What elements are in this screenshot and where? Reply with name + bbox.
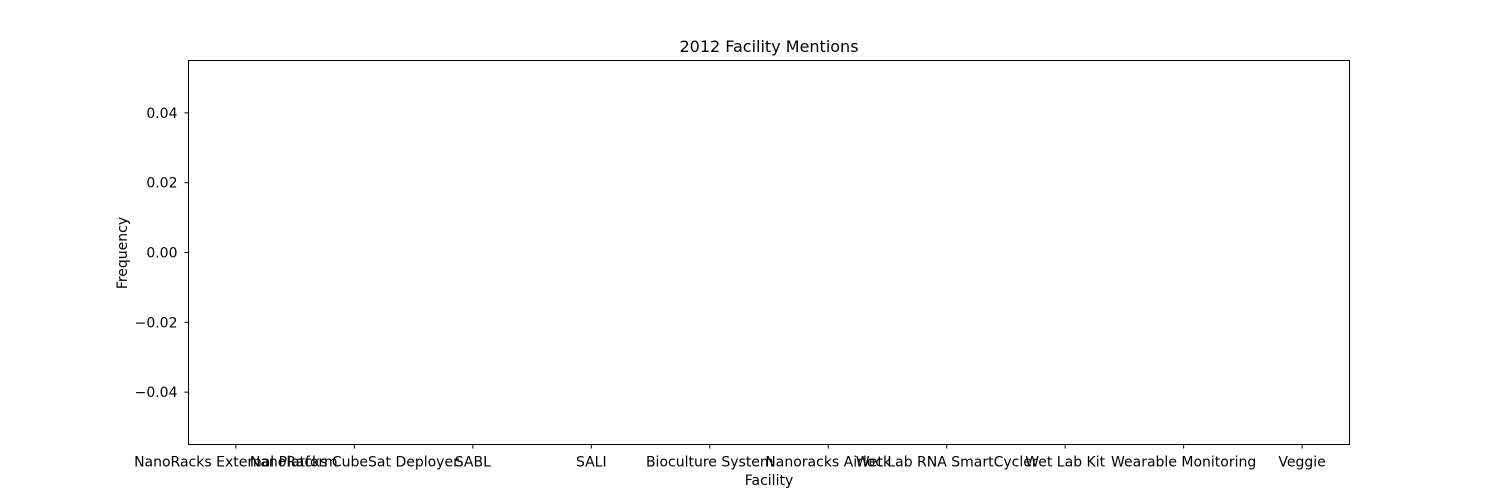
y-axis-ticks: 0.04 0.02 0.00 −0.02 −0.04 (135, 106, 189, 401)
x-tick-label: NanoRacks CubeSat Deployer (250, 455, 459, 471)
chart-title: 2012 Facility Mentions (679, 37, 858, 56)
x-tick-label: Wet Lab RNA SmartCycler (856, 455, 1038, 471)
y-axis-label: Frequency (115, 217, 131, 289)
y-tick-label: 0.00 (146, 246, 177, 262)
x-tick-label: Nanoracks Airlock (765, 455, 892, 471)
x-tick-label: Veggie (1278, 455, 1325, 471)
y-tick-label: 0.04 (146, 106, 177, 122)
x-tick-label: SALI (576, 455, 607, 471)
plot-area-frame (188, 60, 1350, 445)
x-tick-label: Wet Lab Kit (1025, 455, 1105, 471)
x-tick-label: Bioculture System (646, 455, 774, 471)
x-tick-label: NanoRacks External Platform (134, 455, 338, 471)
x-tick-label: SABL (455, 455, 491, 471)
y-tick-label: 0.02 (146, 176, 177, 192)
x-axis-label: Facility (745, 473, 794, 489)
y-tick-label: −0.04 (135, 385, 178, 401)
y-tick-label: −0.02 (135, 315, 178, 331)
x-tick-label: Wearable Monitoring (1111, 455, 1256, 471)
